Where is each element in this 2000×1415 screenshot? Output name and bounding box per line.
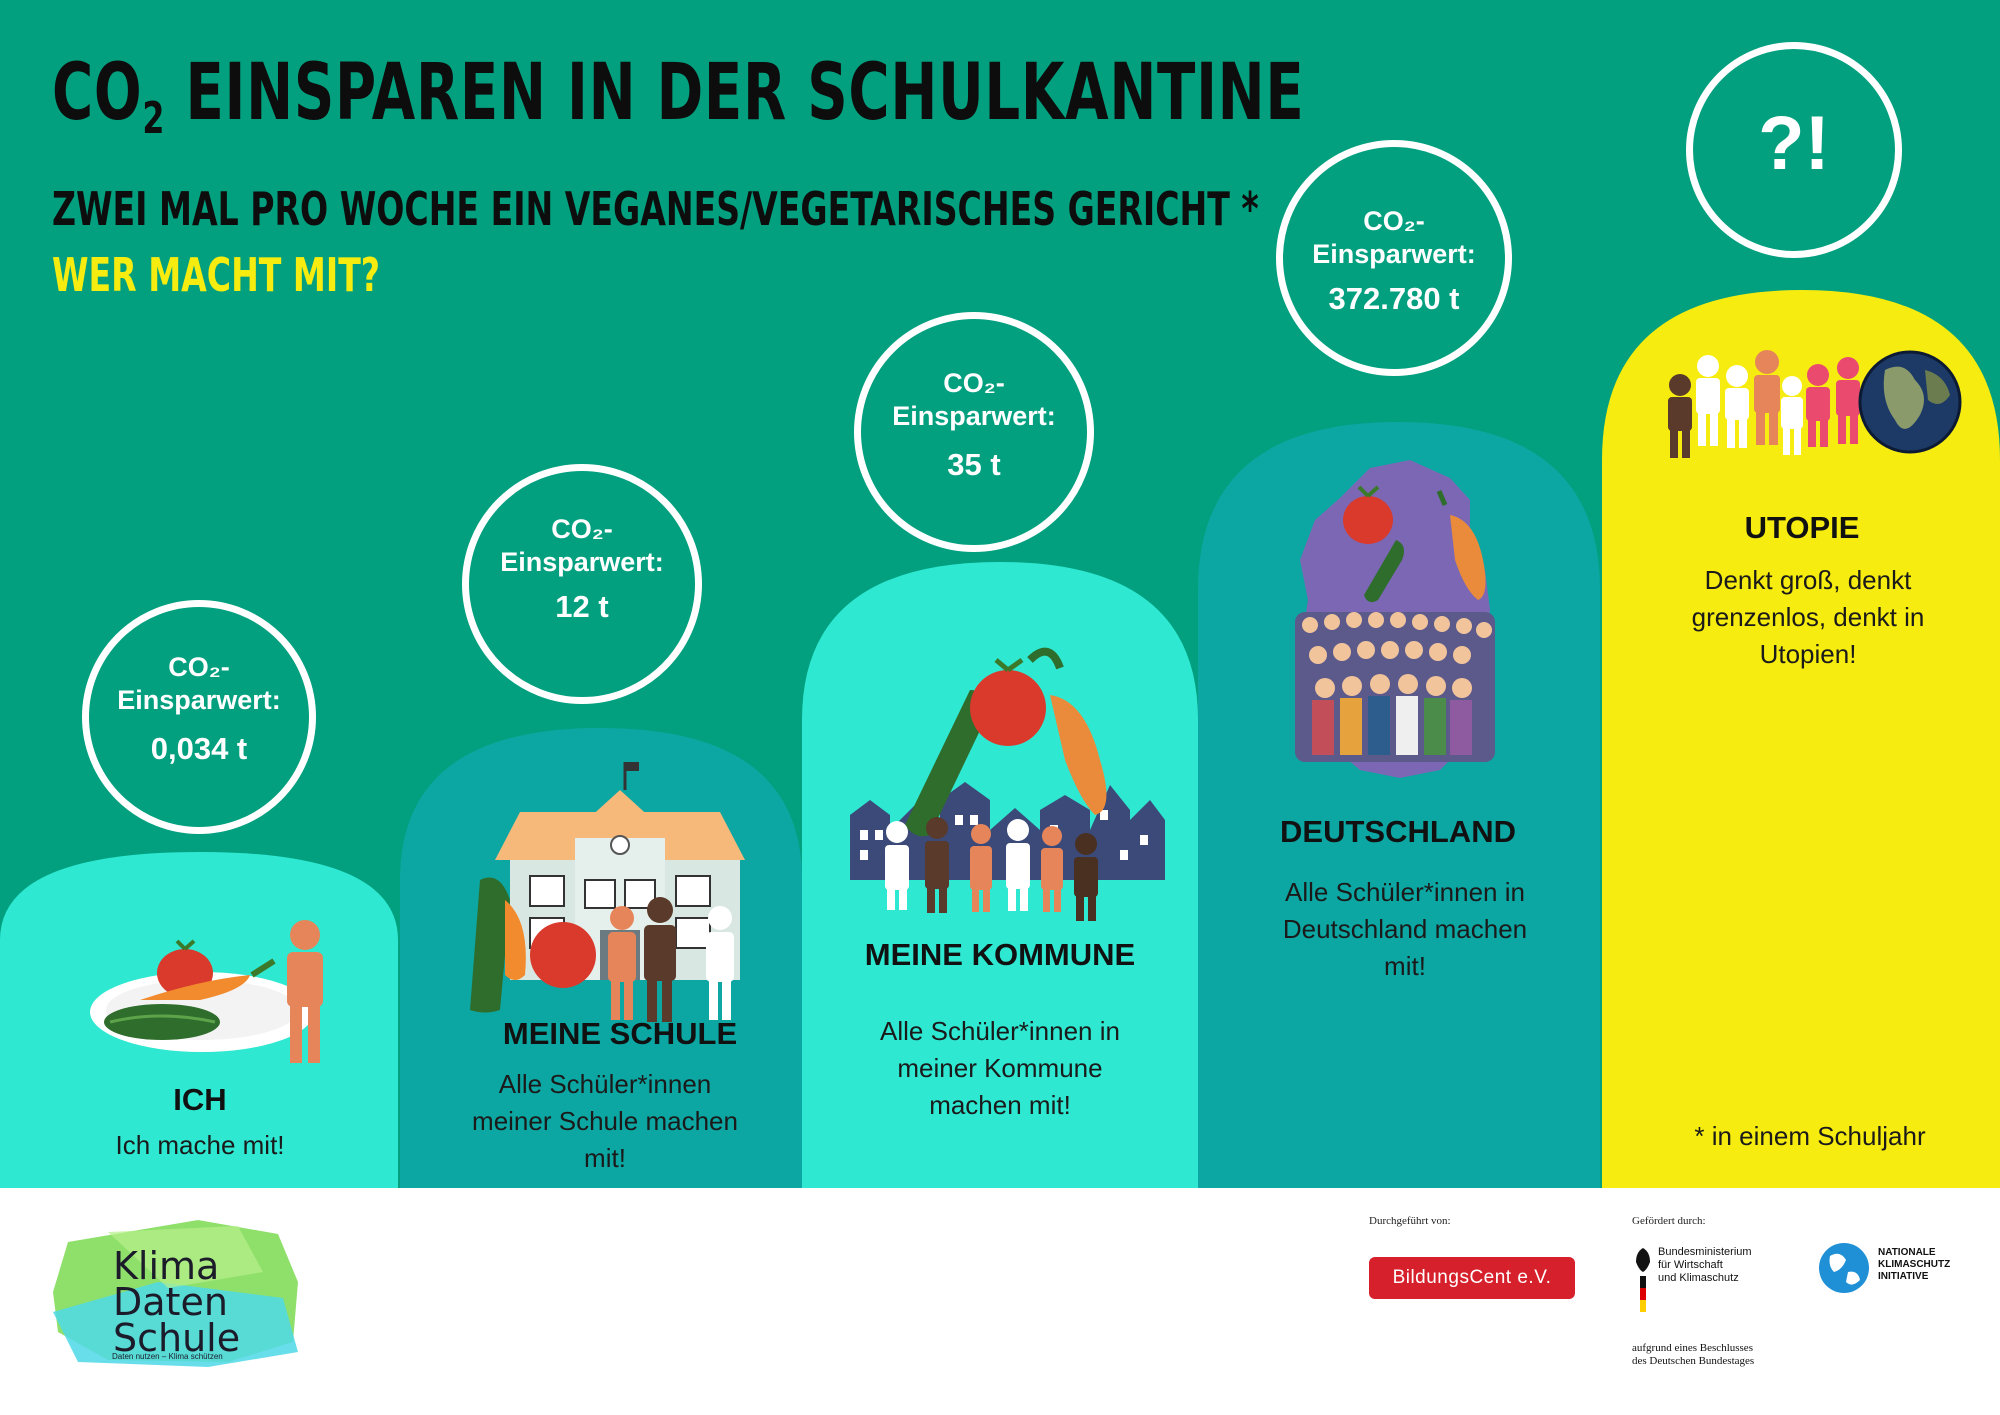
desc-kommune-line: machen mit! — [929, 1090, 1071, 1120]
nki-globe-icon — [1819, 1243, 1869, 1293]
infographic-canvas: CO2 EINSPAREN IN DER SCHULKANTINE ZWEI M… — [0, 0, 2000, 1188]
footnote: * in einem Schuljahr — [1694, 1121, 1926, 1151]
nki-line: INITIATIVE — [1878, 1271, 1929, 1282]
desc-utopie-line: grenzenlos, denkt in — [1691, 602, 1925, 632]
column-shapes — [0, 290, 2000, 1188]
title-schule: MEINE SCHULE — [502, 1016, 738, 1051]
logo-tagline: Daten nutzen – Klima schützen — [112, 1352, 223, 1361]
desc-kommune-line: Alle Schüler*innen in — [880, 1016, 1120, 1046]
desc-schule-line: meiner Schule machen — [472, 1106, 738, 1136]
circle-utopie: ?! — [1686, 42, 1902, 258]
circle-schule-label1: CO₂- — [551, 514, 613, 544]
crowd — [1295, 612, 1495, 762]
desc-schule-line: Alle Schüler*innen — [498, 1069, 712, 1099]
people-schule — [608, 897, 734, 1022]
desc-kommune-line: meiner Kommune — [897, 1053, 1103, 1083]
germany-illustration — [1295, 460, 1495, 778]
desc-schule: Alle Schüler*innen meiner Schule machen … — [405, 1066, 805, 1177]
durchgefuehrt-label: Durchgeführt von: — [1369, 1215, 1451, 1227]
circle-deutschland-value: 372.780 t — [1328, 281, 1460, 316]
bmwk-line: und Klimaschutz — [1658, 1272, 1739, 1284]
circle-ich-label1: CO₂- — [168, 652, 230, 682]
circle-kommune-label2: Einsparwert: — [892, 401, 1056, 431]
desc-ich: Ich mache mit! — [0, 1127, 400, 1164]
plate-illustration — [90, 939, 314, 1052]
title-ich: ICH — [173, 1082, 227, 1117]
page-title: CO2 EINSPAREN IN DER SCHULKANTINE — [52, 48, 1305, 144]
circle-deutschland-label1: CO₂- — [1363, 206, 1425, 236]
desc-utopie-line: Utopien! — [1759, 639, 1857, 669]
desc-utopie-line: Denkt groß, denkt — [1704, 565, 1912, 595]
bundestag-note: aufgrund eines Beschlusses des Deutschen… — [1632, 1342, 1754, 1368]
circle-utopie-value: ?! — [1758, 101, 1830, 186]
klima-daten-schule-logo — [53, 1220, 298, 1367]
desc-deutschland: Alle Schüler*innen in Deutschland machen… — [1205, 874, 1605, 985]
bildungscent-logo[interactable]: BildungsCent e.V. — [1369, 1257, 1575, 1299]
desc-deutschland-line: Deutschland machen — [1282, 914, 1528, 944]
german-eagle-flag-icon — [1636, 1248, 1650, 1312]
title-kommune: MEINE KOMMUNE — [864, 937, 1136, 972]
call-to-action: WER MACHT MIT? — [52, 248, 381, 302]
globe-icon — [1858, 350, 1962, 454]
bundestag-line: des Deutschen Bundestages — [1632, 1355, 1755, 1367]
circle-kommune-value: 35 t — [947, 447, 1001, 482]
desc-schule-line: mit! — [584, 1143, 626, 1173]
nki-line: NATIONALE — [1878, 1247, 1936, 1258]
bundestag-line: aufgrund eines Beschlusses — [1632, 1342, 1753, 1354]
people-kommune — [885, 817, 1098, 921]
person-ich — [287, 920, 323, 1063]
desc-utopie: Denkt groß, denkt grenzenlos, denkt in U… — [1608, 562, 2000, 673]
circle-schule-value: 12 t — [555, 589, 609, 624]
circle-ich-value: 0,034 t — [150, 731, 248, 766]
circle-deutschland: CO₂- Einsparwert: 372.780 t — [1276, 140, 1512, 376]
circle-kommune-label1: CO₂- — [943, 368, 1005, 398]
people-utopie — [1668, 350, 1860, 458]
bmwk-line: für Wirtschaft — [1658, 1259, 1723, 1271]
nki-text: NATIONALE KLIMASCHUTZ INITIATIVE — [1878, 1247, 1950, 1283]
desc-deutschland-line: mit! — [1384, 951, 1426, 981]
column-deutschland — [1198, 422, 1600, 1188]
circle-deutschland-label2: Einsparwert: — [1312, 239, 1476, 269]
bmwk-line: Bundesministerium — [1658, 1246, 1752, 1258]
circle-ich: CO₂- Einsparwert: 0,034 t — [82, 600, 316, 834]
logo-line-schule: Schule — [113, 1316, 241, 1360]
desc-kommune: Alle Schüler*innen in meiner Kommune mac… — [800, 1013, 1200, 1124]
logo-line-klima: Klima — [113, 1244, 220, 1288]
title-utopie: UTOPIE — [1744, 510, 1860, 545]
desc-ich-line: Ich mache mit! — [115, 1130, 285, 1160]
page-subtitle: ZWEI MAL PRO WOCHE EIN VEGANES/VEGETARIS… — [52, 182, 1259, 236]
circle-kommune: CO₂- Einsparwert: 35 t — [854, 312, 1094, 552]
logo-line-daten: Daten — [113, 1280, 228, 1324]
title-deutschland: DEUTSCHLAND — [1280, 814, 1516, 849]
desc-deutschland-line: Alle Schüler*innen in — [1285, 877, 1525, 907]
gefoerdert-label: Gefördert durch: — [1632, 1215, 1706, 1227]
circle-ich-label2: Einsparwert: — [117, 685, 281, 715]
nki-line: KLIMASCHUTZ — [1878, 1259, 1951, 1270]
column-utopie — [1602, 290, 2000, 1188]
circle-schule: CO₂- Einsparwert: 12 t — [462, 464, 702, 704]
circle-schule-label2: Einsparwert: — [500, 547, 664, 577]
bmwk-text: Bundesministerium für Wirtschaft und Kli… — [1658, 1246, 1752, 1285]
